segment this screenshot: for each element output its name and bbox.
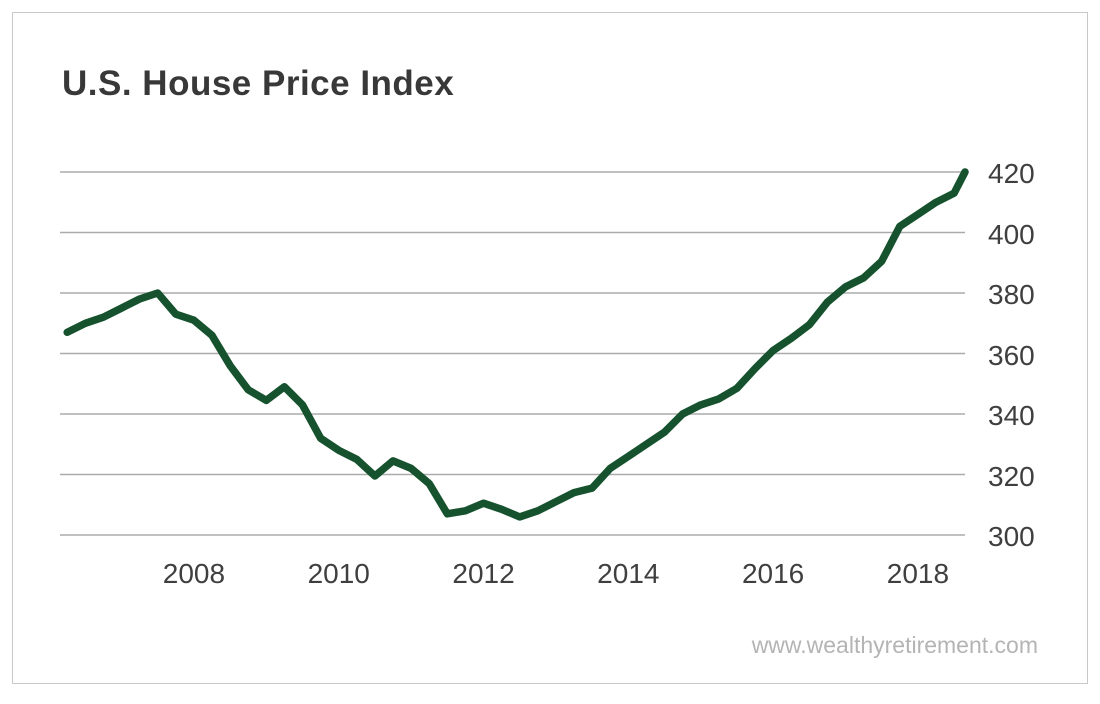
x-axis-label: 2010 [307, 558, 370, 589]
gridlines [60, 171, 965, 536]
house-price-line [63, 168, 969, 521]
x-axis-label: 2018 [886, 558, 950, 589]
x-axis-label: 2012 [452, 558, 515, 589]
y-axis-label: 340 [988, 400, 1035, 431]
y-axis-label: 380 [988, 279, 1035, 310]
y-axis-label: 320 [988, 460, 1035, 492]
x-axis-label: 2014 [597, 558, 660, 589]
x-axis-label: 2008 [162, 558, 226, 589]
y-axis-label: 400 [988, 218, 1035, 250]
y-axis-label: 420 [988, 158, 1035, 189]
y-axis-label: 300 [988, 521, 1035, 552]
chart-title: U.S. House Price Index [62, 64, 455, 103]
x-axis-label: 2016 [741, 558, 805, 589]
y-axis-label: 360 [988, 339, 1035, 371]
watermark-text: www.wealthyretirement.com [751, 632, 1038, 658]
